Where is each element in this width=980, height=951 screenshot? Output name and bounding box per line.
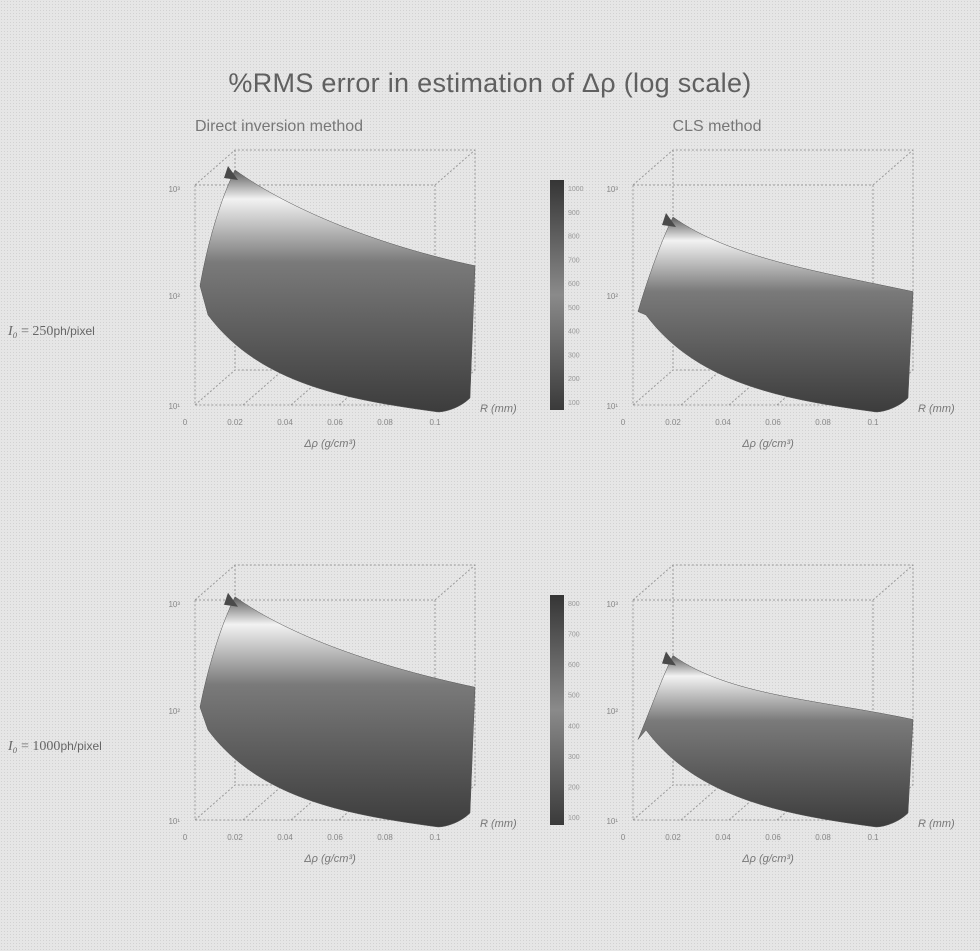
z-tick-label: 10¹	[168, 817, 180, 826]
colorbar-tick-label: 800	[568, 234, 580, 241]
colorbar-tick-label: 700	[568, 257, 580, 264]
x-tick-label: 0.02	[665, 418, 681, 427]
x-tick-label: 0.04	[715, 833, 731, 842]
surface-peak	[662, 213, 676, 227]
column-title-direct: Direct inversion method	[194, 118, 364, 135]
z-tick-label: 10¹	[168, 402, 180, 411]
row-label-250-unit: ph/pixel	[53, 324, 95, 338]
colorbar-tick-label: 300	[568, 754, 580, 761]
colorbar-tick-label: 200	[568, 784, 580, 791]
column-title-cls: CLS method	[672, 118, 762, 135]
x-tick-label: 0.06	[765, 833, 781, 842]
colorbar-tick-label: 600	[568, 281, 580, 288]
z-tick-label: 10²	[168, 292, 180, 301]
x-axis-label: Δρ (g/cm³)	[303, 853, 356, 865]
x-tick-label: 0.08	[377, 833, 393, 842]
colorbar-tick-label: 400	[568, 723, 580, 730]
z-tick-label: 10²	[168, 707, 180, 716]
x-tick-label: 0	[183, 418, 188, 427]
colorbar-tick-label: 100	[568, 815, 580, 822]
error-surface	[637, 216, 914, 413]
surface-peak	[224, 166, 238, 180]
x-tick-label: 0.08	[377, 418, 393, 427]
z-tick-label: 10¹	[606, 402, 618, 411]
x-tick-label: 0.02	[665, 833, 681, 842]
y-axis-label: R (mm)	[918, 403, 955, 415]
x-tick-label: 0.1	[867, 833, 879, 842]
error-surface	[199, 596, 476, 828]
z-tick-label: 10²	[606, 707, 618, 716]
x-tick-label: 0.1	[429, 833, 441, 842]
x-tick-label: 0	[621, 833, 626, 842]
x-tick-label: 0.06	[327, 418, 343, 427]
colorbar-tick-label: 800	[568, 601, 580, 608]
z-tick-label: 10²	[606, 292, 618, 301]
x-tick-label: 0.08	[815, 418, 831, 427]
x-axis-label: Δρ (g/cm³)	[741, 853, 794, 865]
axis-box-top-edge	[195, 564, 476, 601]
figure-title: %RMS error in estimation of Δρ (log scal…	[228, 68, 752, 98]
error-surface	[637, 655, 914, 828]
x-tick-label: 0	[183, 833, 188, 842]
surface-plot-1	[194, 149, 476, 413]
x-tick-label: 0.02	[227, 418, 243, 427]
x-axis-label: Δρ (g/cm³)	[741, 438, 794, 450]
x-tick-label: 0	[621, 418, 626, 427]
colorbar-tick-label: 200	[568, 376, 580, 383]
z-tick-label: 10³	[168, 600, 180, 609]
surface-peak	[662, 651, 676, 666]
colorbar-tick-label: 500	[568, 693, 580, 700]
colorbar-tick-label: 1000	[568, 186, 584, 193]
x-tick-label: 0.1	[867, 418, 879, 427]
row-label-1000-symbol: I₀	[8, 739, 18, 754]
surface-plot-4	[632, 564, 914, 828]
y-axis-label: R (mm)	[480, 403, 517, 415]
x-tick-label: 0.04	[715, 418, 731, 427]
surface-plot-3	[194, 564, 476, 828]
surface-plot-2	[632, 149, 914, 413]
z-tick-label: 10³	[606, 600, 618, 609]
colorbar-tick-label: 700	[568, 632, 580, 639]
z-tick-label: 10³	[168, 185, 180, 194]
row-label-1000: I₀ = 1000ph/pixel	[8, 739, 102, 755]
x-tick-label: 0.02	[227, 833, 243, 842]
x-tick-label: 0.08	[815, 833, 831, 842]
row-label-250: I₀ = 250ph/pixel	[8, 324, 95, 340]
colorbar-tick-label: 400	[568, 329, 580, 336]
x-tick-label: 0.04	[277, 418, 293, 427]
colorbar	[550, 180, 564, 410]
colorbar-tick-label: 300	[568, 352, 580, 359]
z-tick-label: 10¹	[606, 817, 618, 826]
x-tick-label: 0.1	[429, 418, 441, 427]
row-label-1000-unit: ph/pixel	[60, 739, 102, 753]
y-axis-label: R (mm)	[480, 818, 517, 830]
y-axis-label: R (mm)	[918, 818, 955, 830]
colorbar-tick-label: 500	[568, 305, 580, 312]
row-label-1000-value: = 1000	[17, 739, 61, 754]
surface-peak	[224, 592, 238, 607]
colorbar	[550, 595, 564, 825]
floor-grid-line	[242, 369, 284, 406]
x-tick-label: 0.06	[327, 833, 343, 842]
floor-grid-line	[680, 784, 722, 821]
colorbar-tick-label: 900	[568, 210, 580, 217]
floor-grid-line	[680, 369, 722, 406]
axis-box-top-edge	[633, 149, 914, 186]
x-tick-label: 0.04	[277, 833, 293, 842]
error-surface	[199, 169, 476, 413]
z-tick-label: 10³	[606, 185, 618, 194]
x-tick-label: 0.06	[765, 418, 781, 427]
colorbar-tick-label: 600	[568, 662, 580, 669]
colorbar-tick-label: 100	[568, 400, 580, 407]
x-axis-label: Δρ (g/cm³)	[303, 438, 356, 450]
row-label-250-value: = 250	[17, 324, 54, 339]
axis-box-top-edge	[633, 564, 914, 601]
floor-grid-line	[242, 784, 284, 821]
row-label-250-symbol: I₀	[8, 324, 18, 339]
